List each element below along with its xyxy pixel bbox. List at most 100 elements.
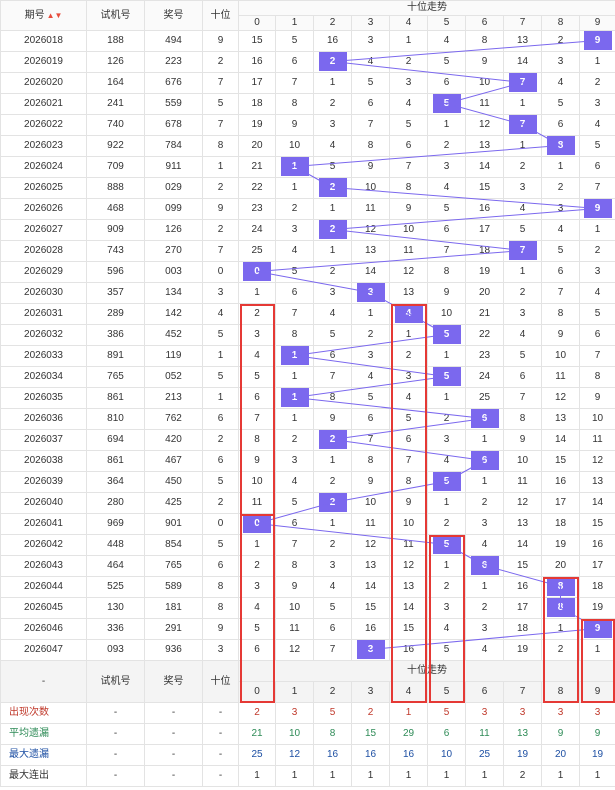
trend-cell: 6	[351, 93, 390, 115]
miss-count: 19	[478, 266, 491, 277]
miss-count: 3	[254, 329, 260, 340]
miss-count: 12	[516, 497, 529, 508]
miss-count: 4	[594, 287, 601, 298]
footer-digit-1: 1	[275, 681, 314, 703]
issue-cell: 2026043	[0, 555, 87, 577]
miss-count: 4	[481, 644, 488, 655]
trend-cell: 18	[541, 513, 580, 535]
trend-cell: 4	[503, 324, 542, 346]
prize-cell: 126	[144, 219, 203, 241]
trend-cell: 9	[427, 282, 466, 304]
trend-cell: 7	[313, 366, 352, 388]
miss-count: 2	[329, 539, 336, 550]
trend-cell: 18	[578, 576, 615, 598]
trend-cell: 2	[313, 534, 352, 556]
miss-count: 2	[405, 350, 412, 361]
miss-count: 16	[251, 56, 263, 67]
miss-count: 7	[291, 77, 298, 88]
miss-count: 2	[443, 581, 450, 592]
trend-cell: 2	[503, 282, 542, 304]
trend-cell: 14	[351, 576, 390, 598]
trend-cell: 18	[503, 618, 542, 640]
trend-cell: 3	[313, 114, 352, 136]
miss-count: 5	[443, 203, 450, 214]
trend-cell: 8	[541, 303, 580, 325]
stats-value: 20	[541, 744, 580, 766]
miss-count: 18	[516, 623, 529, 634]
trend-cell: 7	[578, 345, 615, 367]
trend-cell-hit: 3	[351, 282, 390, 304]
stats-dash: -	[86, 723, 145, 745]
trend-cell-hit: 5	[427, 93, 466, 115]
issue-cell: 2026044	[0, 576, 87, 598]
trend-cell: 12	[351, 534, 390, 556]
miss-count: 3	[329, 560, 336, 571]
miss-count: 7	[329, 644, 336, 655]
trend-cell: 5	[238, 618, 276, 640]
miss-count: 10	[364, 497, 377, 508]
trend-cell: 16	[351, 618, 390, 640]
trend-cell-hit: 1	[275, 387, 314, 409]
miss-count: 1	[443, 560, 450, 571]
miss-count: 6	[254, 392, 260, 403]
trend-cell: 3	[578, 93, 615, 115]
miss-count: 9	[329, 413, 336, 424]
trend-cell: 1	[427, 387, 466, 409]
issue-cell: 2026022	[0, 114, 87, 136]
stats-value: 1	[578, 765, 615, 787]
hit-marker: 2	[318, 493, 347, 512]
trend-cell: 5	[238, 366, 276, 388]
miss-count: 6	[291, 518, 298, 529]
trend-cell: 5	[351, 387, 390, 409]
tens-cell: 6	[202, 408, 239, 430]
issue-cell: 2026040	[0, 492, 87, 514]
trend-cell: 13	[541, 408, 580, 430]
miss-count: 3	[367, 350, 374, 361]
hit-marker: 7	[508, 115, 537, 134]
trend-cell: 2	[465, 492, 504, 514]
miss-count: 1	[291, 182, 298, 193]
miss-count: 12	[554, 392, 567, 403]
trend-cell: 8	[275, 93, 314, 115]
trend-cell: 5	[275, 492, 314, 514]
issue-header[interactable]: 期号 ▲▼	[0, 0, 87, 31]
miss-count: 15	[251, 35, 263, 46]
miss-count: 14	[364, 581, 377, 592]
miss-count: 8	[291, 560, 298, 571]
miss-count: 5	[557, 98, 564, 109]
miss-count: 5	[594, 308, 601, 319]
miss-count: 21	[478, 308, 491, 319]
stats-label: 最大遗漏	[0, 744, 87, 766]
hit-marker: 0	[243, 262, 271, 281]
table-row: 2026020 164 676 7 17 7 1 5 3 6 10 7 4 2	[0, 72, 615, 94]
tens-cell: 6	[202, 450, 239, 472]
tens-cell: 1	[202, 156, 239, 178]
miss-count: 10	[516, 455, 529, 466]
miss-count: 11	[251, 497, 263, 508]
issue-cell: 2026023	[0, 135, 87, 157]
miss-count: 9	[405, 203, 412, 214]
trend-cell: 2	[578, 72, 615, 94]
miss-count: 4	[367, 56, 374, 67]
table-row: 2026038 861 467 6 9 3 1 8 7 4 6 10 15 12	[0, 450, 615, 472]
digit-header-8: 8	[541, 15, 580, 31]
trend-cell-hit: 4	[389, 303, 428, 325]
stats-row: 最大遗漏 - - -25 12 16 16 16 10 25 19 20 19	[0, 744, 615, 766]
trend-cell: 11	[503, 471, 542, 493]
miss-count: 4	[443, 182, 450, 193]
sort-icon[interactable]: ▲▼	[46, 10, 63, 20]
trend-cell: 22	[238, 177, 276, 199]
trend-cell: 16	[503, 576, 542, 598]
prize-cell: 762	[144, 408, 203, 430]
miss-count: 18	[591, 581, 604, 592]
table-row: 2026024 709 911 1 21 1 5 9 7 3 14 2 1 6	[0, 156, 615, 178]
miss-count: 17	[478, 224, 491, 235]
hit-marker: 6	[470, 556, 499, 575]
trend-cell: 5	[427, 198, 466, 220]
miss-count: 4	[254, 602, 260, 613]
trend-cell: 8	[389, 471, 428, 493]
miss-count: 1	[557, 161, 564, 172]
trial-cell: 241	[86, 93, 145, 115]
trend-cell: 4	[578, 114, 615, 136]
tens-cell: 9	[202, 618, 239, 640]
